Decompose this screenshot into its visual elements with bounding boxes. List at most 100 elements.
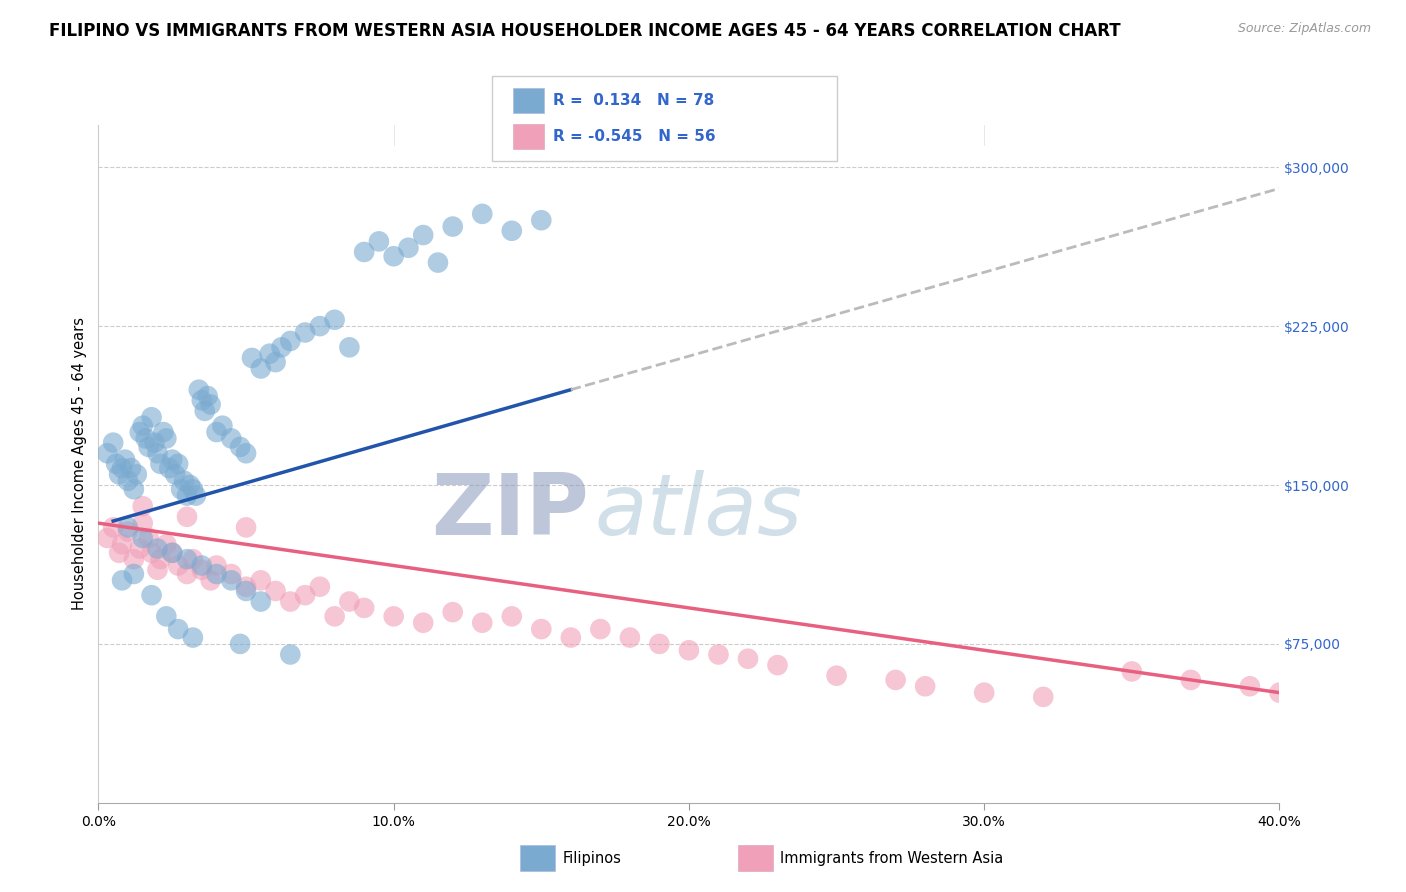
Point [309, 580, 332, 594]
Point [235, 580, 257, 594]
Point [167, 622, 190, 636]
Point [197, 389, 219, 403]
Point [240, 351, 263, 365]
Point [191, 563, 214, 577]
Point [1180, 673, 1202, 687]
Point [132, 418, 155, 433]
Point [259, 346, 281, 360]
Point [1239, 679, 1261, 693]
Point [125, 467, 148, 482]
Point [176, 509, 198, 524]
Point [619, 631, 641, 645]
Point [205, 558, 228, 573]
Text: Filipinos: Filipinos [562, 851, 621, 865]
Point [132, 500, 155, 514]
Point [191, 393, 214, 408]
Text: atlas: atlas [595, 470, 803, 553]
Point [219, 574, 243, 588]
Point [108, 546, 131, 560]
Point [235, 446, 257, 460]
Point [149, 457, 172, 471]
Point [353, 601, 375, 615]
Point [412, 615, 434, 630]
Point [235, 583, 257, 598]
Point [146, 541, 169, 556]
Text: FILIPINO VS IMMIGRANTS FROM WESTERN ASIA HOUSEHOLDER INCOME AGES 45 - 64 YEARS C: FILIPINO VS IMMIGRANTS FROM WESTERN ASIA… [49, 22, 1121, 40]
Point [167, 457, 190, 471]
Point [337, 594, 360, 608]
Point [111, 574, 134, 588]
Point [235, 520, 257, 534]
Point [181, 482, 204, 496]
Point [471, 615, 494, 630]
Point [278, 334, 302, 348]
Point [278, 594, 302, 608]
Point [141, 546, 163, 560]
Point [441, 219, 464, 234]
Point [187, 383, 209, 397]
Point [229, 637, 252, 651]
Point [122, 552, 145, 566]
Point [427, 255, 450, 269]
Point [294, 588, 316, 602]
Point [337, 340, 360, 354]
Point [219, 567, 243, 582]
Text: R =  0.134   N = 78: R = 0.134 N = 78 [553, 93, 714, 108]
Point [229, 440, 252, 454]
Point [250, 361, 273, 376]
Point [146, 563, 169, 577]
Point [173, 474, 195, 488]
Y-axis label: Householder Income Ages 45 - 64 years: Householder Income Ages 45 - 64 years [72, 318, 87, 610]
Point [122, 482, 145, 496]
Point [103, 435, 125, 450]
Point [737, 651, 759, 665]
Point [194, 404, 217, 418]
Point [396, 241, 419, 255]
Point [678, 643, 700, 657]
Point [191, 558, 214, 573]
Point [165, 467, 187, 482]
Point [368, 235, 391, 249]
Point [270, 340, 292, 354]
Point [162, 452, 183, 467]
Point [323, 312, 346, 326]
Point [181, 552, 204, 566]
Point [441, 605, 464, 619]
Point [1121, 665, 1143, 679]
Point [128, 425, 150, 439]
Text: Source: ZipAtlas.com: Source: ZipAtlas.com [1237, 22, 1371, 36]
Point [132, 516, 155, 530]
Point [501, 609, 523, 624]
Point [155, 609, 177, 624]
Point [181, 631, 204, 645]
Point [530, 213, 553, 227]
Point [211, 418, 233, 433]
Point [382, 609, 405, 624]
Point [96, 446, 118, 460]
Point [162, 546, 183, 560]
Point [157, 461, 180, 475]
Point [146, 446, 169, 460]
Point [176, 552, 198, 566]
Point [143, 435, 166, 450]
Point [105, 457, 128, 471]
Point [179, 478, 201, 492]
Point [412, 227, 434, 242]
Point [309, 319, 332, 334]
Point [530, 622, 553, 636]
Point [135, 432, 157, 446]
Point [96, 531, 118, 545]
Point [138, 440, 160, 454]
Point [353, 244, 375, 259]
Point [766, 658, 789, 673]
Point [250, 574, 273, 588]
Point [219, 432, 243, 446]
Point [264, 583, 287, 598]
Point [200, 574, 222, 588]
Point [914, 679, 936, 693]
Point [114, 452, 136, 467]
Point [884, 673, 907, 687]
Point [176, 489, 198, 503]
Point [103, 520, 125, 534]
Point [560, 631, 582, 645]
